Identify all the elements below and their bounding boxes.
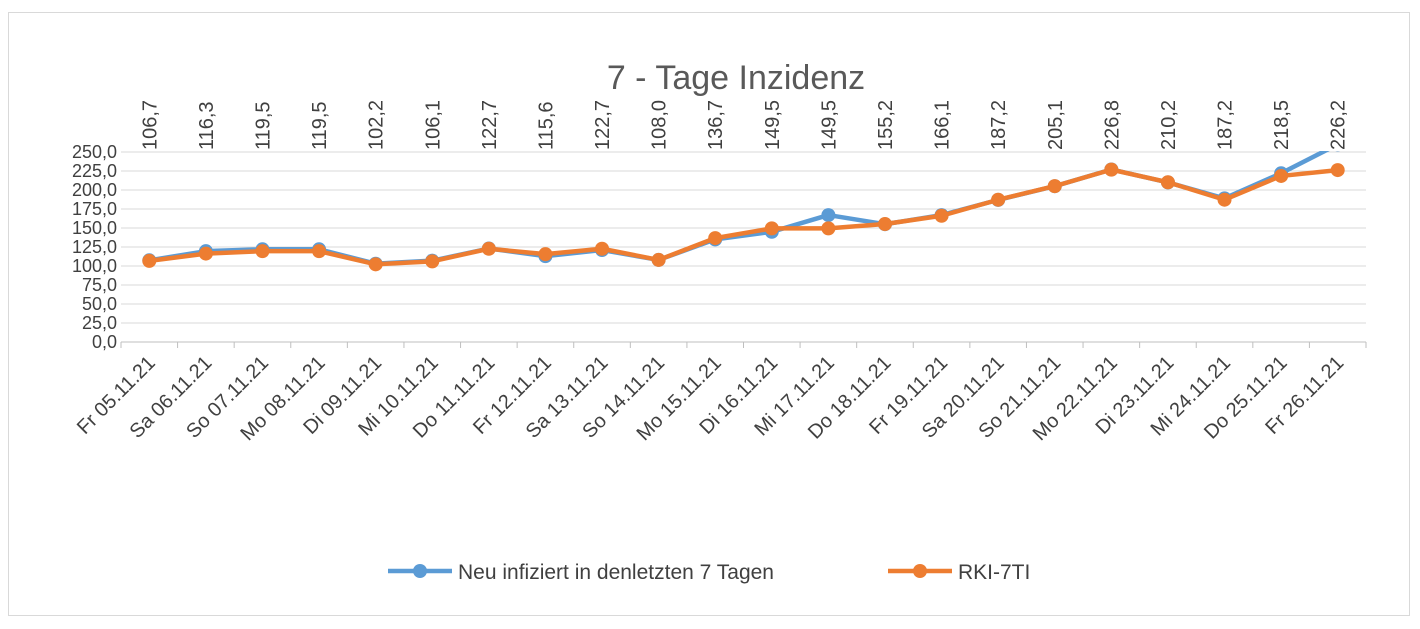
data-point bbox=[821, 221, 836, 236]
data-point bbox=[821, 208, 836, 223]
legend-item-1: Neu infiziert in denletzten 7 Tagen bbox=[388, 561, 774, 584]
y-tick-label: 175,0 bbox=[72, 199, 117, 219]
data-label: 122,7 bbox=[479, 100, 501, 150]
y-tick-label: 50,0 bbox=[82, 294, 117, 314]
series-line bbox=[147, 167, 1340, 267]
data-label: 149,5 bbox=[762, 100, 784, 150]
y-axis: 0,025,050,075,0100,0125,0150,0175,0200,0… bbox=[72, 142, 117, 352]
data-label: 108,0 bbox=[649, 100, 671, 150]
data-label: 187,2 bbox=[1215, 100, 1237, 150]
data-point bbox=[142, 253, 157, 268]
legend-label: RKI-7TI bbox=[958, 561, 1030, 584]
data-point bbox=[255, 244, 270, 259]
data-label: 115,6 bbox=[535, 101, 557, 150]
data-label: 119,5 bbox=[252, 101, 274, 150]
data-label: 166,1 bbox=[932, 100, 954, 150]
data-point bbox=[595, 241, 610, 256]
data-label: 106,7 bbox=[139, 100, 161, 150]
y-tick-label: 25,0 bbox=[82, 313, 117, 333]
data-label: 205,1 bbox=[1045, 100, 1067, 150]
data-point bbox=[198, 246, 213, 261]
data-label: 119,5 bbox=[309, 101, 331, 150]
y-tick-label: 125,0 bbox=[72, 237, 117, 257]
legend-item-2: RKI-7TI bbox=[888, 561, 1030, 584]
data-label: 218,5 bbox=[1271, 100, 1293, 150]
data-label: 102,2 bbox=[366, 100, 388, 150]
data-point bbox=[1047, 179, 1062, 194]
legend: Neu infiziert in denletzten 7 Tagen RKI-7… bbox=[388, 561, 1030, 584]
y-tick-label: 150,0 bbox=[72, 218, 117, 238]
data-point bbox=[368, 257, 383, 272]
y-tick-label: 250,0 bbox=[72, 142, 117, 162]
data-point bbox=[877, 217, 892, 232]
data-point bbox=[481, 241, 496, 256]
data-point bbox=[1335, 151, 1341, 152]
data-label: 116,3 bbox=[196, 101, 218, 150]
data-label: 155,2 bbox=[875, 100, 897, 150]
y-tick-label: 0,0 bbox=[92, 332, 117, 352]
data-label: 106,1 bbox=[422, 100, 444, 150]
series-line bbox=[147, 151, 1330, 266]
legend-label: Neu infiziert in denletzten 7 Tagen bbox=[458, 561, 774, 584]
data-label: 226,8 bbox=[1101, 100, 1123, 150]
data-point bbox=[764, 221, 779, 236]
data-label: 149,5 bbox=[818, 100, 840, 150]
data-point bbox=[1104, 162, 1119, 177]
data-point bbox=[312, 244, 327, 259]
legend-marker bbox=[913, 564, 927, 578]
data-point bbox=[425, 254, 440, 269]
legend-marker bbox=[413, 564, 427, 578]
plot-area bbox=[142, 151, 1345, 272]
data-label: 210,2 bbox=[1158, 100, 1180, 150]
data-labels: 106,7 116,3 119,5 119,5 102,2 106,1 122,7 115,6… bbox=[139, 100, 1349, 150]
y-tick-label: 225,0 bbox=[72, 161, 117, 181]
chart-frame bbox=[8, 12, 1410, 616]
data-point bbox=[708, 231, 723, 246]
data-point bbox=[1330, 163, 1345, 178]
data-point bbox=[991, 192, 1006, 207]
data-point bbox=[651, 252, 666, 267]
data-label: 226,2 bbox=[1328, 100, 1350, 150]
y-tick-label: 100,0 bbox=[72, 256, 117, 276]
y-tick-label: 200,0 bbox=[72, 180, 117, 200]
data-point bbox=[1160, 175, 1175, 190]
data-point bbox=[1274, 168, 1289, 183]
data-point bbox=[538, 247, 553, 262]
data-label: 187,2 bbox=[988, 100, 1010, 150]
data-point bbox=[1217, 192, 1232, 207]
data-point bbox=[934, 208, 949, 223]
data-label: 122,7 bbox=[592, 100, 614, 150]
series-2 bbox=[142, 162, 1345, 272]
data-label: 136,7 bbox=[705, 100, 727, 150]
gridlines bbox=[121, 151, 1366, 324]
y-tick-label: 75,0 bbox=[82, 275, 117, 295]
chart-title: 7 - Tage Inzidenz bbox=[607, 59, 865, 97]
